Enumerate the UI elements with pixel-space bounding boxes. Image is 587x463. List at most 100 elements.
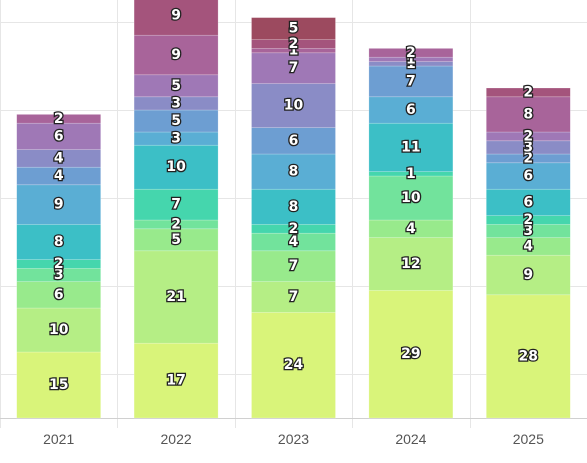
segment-value-label: 4 <box>54 150 64 166</box>
segment-value-label: 1 <box>289 43 299 59</box>
segment-value-label: 6 <box>54 287 64 303</box>
segment-value-label: 7 <box>171 197 181 213</box>
bar-segment[interactable] <box>16 281 102 309</box>
segment-labels: 1510632894462172152710353599247742886107… <box>48 6 540 394</box>
segment-value-label: 6 <box>523 168 533 184</box>
segment-value-label: 2 <box>523 212 533 228</box>
bar-segment[interactable] <box>133 250 219 344</box>
segment-value-label: 3 <box>523 139 533 155</box>
segment-value-label: 29 <box>401 346 420 362</box>
bar-segment[interactable] <box>485 237 571 256</box>
segment-value-label: 2 <box>289 221 299 237</box>
bar-segment[interactable] <box>133 0 219 36</box>
segment-value-label: 1 <box>406 51 416 67</box>
bar-segment[interactable] <box>251 52 336 84</box>
bar-stacks <box>16 0 571 419</box>
bar-segment[interactable] <box>485 188 571 216</box>
segment-value-label: 2 <box>54 256 64 272</box>
segment-value-label: 5 <box>171 113 181 129</box>
segment-value-label: 6 <box>523 194 533 210</box>
segment-value-label: 5 <box>289 21 299 37</box>
segment-value-label: 21 <box>166 289 185 305</box>
bar-segment[interactable] <box>16 307 102 353</box>
segment-value-label: 9 <box>171 47 181 63</box>
x-tick-label: 2023 <box>278 431 309 447</box>
bar-segment[interactable] <box>485 87 571 98</box>
bar-segment[interactable] <box>251 83 336 128</box>
segment-value-label: 8 <box>54 234 64 250</box>
bar-segment[interactable] <box>368 122 454 172</box>
segment-value-label: 2 <box>523 84 533 100</box>
bar-segment[interactable] <box>251 188 336 225</box>
segment-value-label: 4 <box>523 238 533 254</box>
segment-value-label: 28 <box>519 348 538 364</box>
bar-segment[interactable] <box>16 351 102 419</box>
bar-segment[interactable] <box>16 184 102 225</box>
segment-value-label: 2 <box>523 128 533 144</box>
bar-segment[interactable] <box>251 127 336 155</box>
segment-value-label: 10 <box>284 98 304 114</box>
bar-segment[interactable] <box>251 281 336 313</box>
bar-segment[interactable] <box>133 188 219 221</box>
segment-value-label: 2 <box>289 36 299 52</box>
segment-value-label: 9 <box>171 7 181 23</box>
segment-value-label: 5 <box>171 232 181 248</box>
bar-segment[interactable] <box>133 144 219 190</box>
segment-value-label: 2 <box>171 216 181 232</box>
bar-segment[interactable] <box>16 224 102 260</box>
x-tick-label: 2021 <box>43 431 74 447</box>
bar-segment[interactable] <box>368 237 454 291</box>
bar-segment[interactable] <box>133 34 219 76</box>
x-axis-ticks: 2021 2022 2023 2024 2025 <box>43 431 544 447</box>
bar-segment[interactable] <box>485 254 571 296</box>
segment-value-label: 8 <box>523 106 533 122</box>
bar-segment[interactable] <box>485 96 571 133</box>
segment-value-label: 7 <box>289 289 299 305</box>
segment-value-label: 15 <box>49 377 68 393</box>
segment-value-label: 4 <box>289 234 299 250</box>
bar-segment[interactable] <box>133 342 219 419</box>
segment-value-label: 2 <box>523 150 533 166</box>
segment-value-label: 6 <box>289 133 299 149</box>
bar-segment[interactable] <box>368 290 454 419</box>
segment-value-label: 12 <box>401 256 420 272</box>
segment-value-label: 10 <box>401 190 421 206</box>
segment-value-label: 9 <box>523 267 533 283</box>
bar-segment[interactable] <box>16 114 102 124</box>
segment-value-label: 6 <box>54 128 64 144</box>
segment-value-label: 1 <box>406 56 416 72</box>
segment-value-label: 2 <box>406 45 416 61</box>
bar-segment[interactable] <box>368 48 454 58</box>
bar-segment[interactable] <box>251 312 336 419</box>
segment-value-label: 5 <box>171 78 181 94</box>
segment-value-label: 3 <box>171 131 181 147</box>
segment-value-label: 3 <box>171 95 181 111</box>
bar-segment[interactable] <box>368 65 454 98</box>
segment-value-label: 7 <box>406 73 416 89</box>
x-tick-label: 2024 <box>395 431 426 447</box>
bar-segment[interactable] <box>251 153 336 190</box>
segment-value-label: 6 <box>406 102 416 118</box>
bar-segment[interactable] <box>368 175 454 221</box>
segment-value-label: 8 <box>289 164 299 180</box>
bar-segment[interactable] <box>251 250 336 282</box>
bar-segment[interactable] <box>16 149 102 168</box>
bar-segment[interactable] <box>251 48 336 54</box>
segment-value-label: 4 <box>406 221 416 237</box>
segment-value-label: 8 <box>289 199 299 215</box>
segment-value-label: 9 <box>54 197 64 213</box>
segment-value-label: 7 <box>289 60 299 76</box>
bar-segment[interactable] <box>485 215 571 225</box>
segment-value-label: 2 <box>54 111 64 127</box>
bar-segment[interactable] <box>251 17 336 40</box>
segment-value-label: 24 <box>284 357 304 373</box>
bar-segment[interactable] <box>16 122 102 150</box>
bar-segment[interactable] <box>485 294 571 419</box>
segment-value-label: 7 <box>289 258 299 274</box>
segment-value-label: 1 <box>406 166 416 182</box>
segment-value-label: 11 <box>401 139 420 155</box>
segment-value-label: 4 <box>54 168 64 184</box>
segment-value-label: 10 <box>49 322 69 338</box>
x-tick-label: 2022 <box>161 431 192 447</box>
segment-value-label: 10 <box>166 159 186 175</box>
